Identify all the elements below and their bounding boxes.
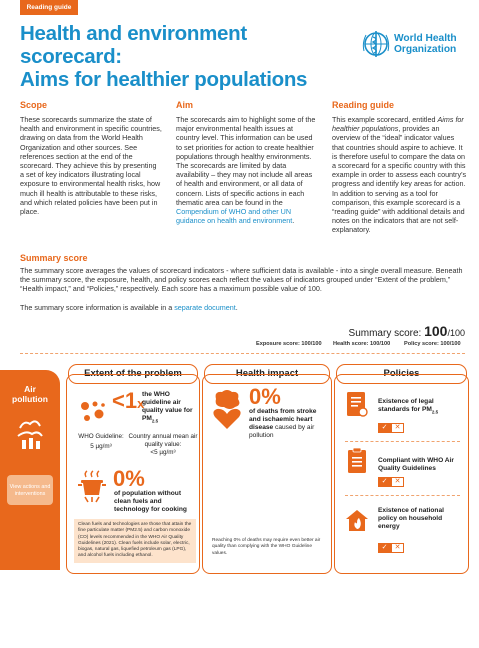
clean-fuels-note: Clean fuels and technologies are those t…	[74, 519, 196, 563]
policy-divider-1	[345, 441, 460, 442]
compendium-link[interactable]: Compendium of WHO and other UN guidance …	[176, 207, 293, 226]
country-air-quality: Country annual mean air quality value: <…	[128, 433, 198, 456]
summary-text: The summary score averages the values of…	[20, 266, 463, 294]
policy-household-energy: Existence of national policy on househol…	[378, 507, 444, 530]
who-logo-line-2: Organization	[394, 44, 457, 55]
who-guideline: WHO Guideline: 5 µg/m³	[78, 433, 124, 450]
who-emblem-icon	[362, 31, 390, 57]
guideline-text: the WHO guideline air quality value for …	[142, 391, 193, 424]
page-title: Health and environment scorecard: Aims f…	[20, 22, 340, 91]
scope-text: These scorecards summarize the state of …	[20, 115, 162, 217]
pm-particles-icon	[81, 401, 105, 421]
cross-icon: ✕	[391, 423, 404, 433]
scope-column: Scope These scorecards summarize the sta…	[20, 100, 162, 216]
title-line-1: Health and environment scorecard:	[20, 22, 247, 68]
fuels-zero-value: 0%	[113, 466, 145, 491]
who-logo-line-1: World Health	[394, 33, 457, 44]
guidelines-document-icon	[348, 447, 366, 473]
policy-2-checkbox: ✓ ✕	[378, 477, 404, 487]
policy-1-checkbox: ✓ ✕	[378, 423, 404, 433]
policy-3-checkbox: ✓ ✕	[378, 543, 404, 553]
health-note: Reaching 0% of deaths may require even b…	[208, 535, 326, 560]
reading-guide-tag: Reading guide	[20, 0, 78, 15]
exposure-score: Exposure score: 100/100	[256, 341, 322, 347]
legal-standards-icon	[347, 392, 368, 417]
summary-score: Summary score: 100/100	[348, 323, 465, 339]
policies-box	[334, 374, 469, 574]
aim-heading: Aim	[176, 100, 194, 110]
policy-score: Policy score: 100/100	[404, 341, 461, 347]
reading-guide-text: This example scorecard, entitled Aims fo…	[332, 115, 467, 235]
health-box	[202, 374, 332, 574]
deaths-zero-value: 0%	[249, 384, 281, 409]
check-icon: ✓	[378, 423, 391, 433]
air-pollution-label: Air pollution	[12, 384, 48, 404]
heart-brain-icon	[213, 390, 241, 429]
reading-guide-column: Reading guide This example scorecard, en…	[332, 100, 468, 235]
divider	[20, 353, 465, 354]
summary-score-value: 100	[424, 323, 448, 339]
reading-guide-heading: Reading guide	[332, 100, 395, 110]
title-line-2: Aims for healthier populations	[20, 68, 308, 91]
extent-box	[66, 374, 200, 574]
aim-column: Aim The scorecards aim to highlight some…	[176, 100, 318, 225]
summary-link-text: The summary score information is availab…	[20, 303, 238, 312]
view-actions-button[interactable]: View actions and interventions	[7, 475, 53, 505]
house-fire-icon	[346, 510, 368, 531]
check-icon: ✓	[378, 543, 391, 553]
air-pollution-panel: Air pollution View actions and intervent…	[0, 370, 60, 570]
lt1-value: <1	[112, 388, 138, 413]
health-score: Health score: 100/100	[333, 341, 391, 347]
smoke-icon	[17, 420, 43, 449]
cooking-pot-icon	[78, 470, 106, 503]
fuels-text: of population without clean fuels and te…	[114, 490, 187, 513]
separate-document-link[interactable]: separate document	[174, 303, 236, 312]
policy-legal-standards: Existence of legal standards for PM2.5	[378, 398, 439, 415]
summary-heading: Summary score	[20, 253, 88, 263]
scope-heading: Scope	[20, 100, 48, 110]
aim-text: The scorecards aim to highlight some of …	[176, 115, 316, 226]
cross-icon: ✕	[391, 477, 404, 487]
cross-icon: ✕	[391, 543, 404, 553]
policy-divider-2	[345, 495, 460, 496]
policy-who-compliant: Compliant with WHO Air Quality Guideline…	[378, 457, 454, 472]
deaths-text: of deaths from stroke and ischaemic hear…	[249, 408, 317, 439]
who-logo: World Health Organization	[361, 28, 471, 60]
check-icon: ✓	[378, 477, 391, 487]
